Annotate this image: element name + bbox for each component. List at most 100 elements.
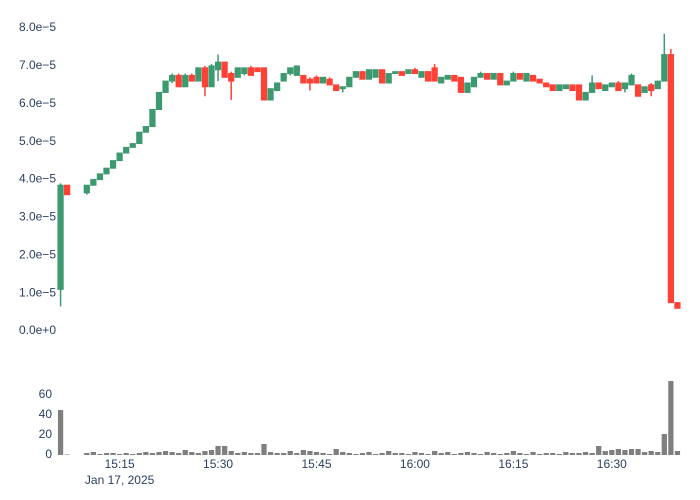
candle-body bbox=[326, 78, 333, 86]
candle-body bbox=[543, 82, 550, 88]
candle-body bbox=[109, 160, 117, 169]
candle-body bbox=[503, 80, 510, 86]
volume-bar bbox=[661, 434, 667, 455]
y-tick-label: 60 bbox=[39, 387, 53, 401]
candle-body bbox=[188, 74, 195, 82]
volume-bar bbox=[182, 450, 188, 455]
volume-bar bbox=[412, 452, 418, 455]
candle-body bbox=[589, 82, 596, 93]
volume-bar bbox=[504, 453, 510, 455]
candle-body bbox=[372, 69, 379, 78]
volume-bar bbox=[655, 452, 661, 455]
candle-body bbox=[142, 126, 149, 133]
candle-body bbox=[162, 80, 169, 93]
volume-bar bbox=[602, 451, 608, 455]
volume-bar bbox=[510, 451, 516, 455]
candle-body bbox=[313, 76, 320, 84]
candle-body bbox=[405, 69, 412, 75]
volume-bar bbox=[281, 453, 287, 455]
volume-bar bbox=[215, 446, 221, 455]
x-tick-label: 15:30 bbox=[203, 457, 233, 471]
candle-body bbox=[221, 61, 228, 78]
candle-body bbox=[254, 67, 261, 73]
candle-body bbox=[392, 71, 399, 75]
candle-body bbox=[464, 82, 471, 93]
volume-bar bbox=[432, 451, 438, 455]
candle-body bbox=[208, 65, 215, 88]
candle-body bbox=[64, 184, 71, 196]
candle-body bbox=[418, 71, 425, 78]
candle-body bbox=[365, 69, 373, 80]
volume-bar bbox=[543, 453, 549, 455]
candle-body bbox=[562, 84, 569, 90]
y-tick-label: 0.0e+0 bbox=[19, 323, 56, 337]
candle-body bbox=[182, 74, 189, 88]
volume-bar bbox=[90, 452, 96, 455]
candle-body bbox=[274, 82, 281, 92]
volume-bar bbox=[563, 452, 569, 455]
candle-body bbox=[398, 71, 405, 76]
candle-body bbox=[175, 74, 182, 88]
volume-bar bbox=[333, 449, 339, 455]
volume-bar bbox=[569, 453, 576, 455]
candle-body bbox=[549, 84, 556, 92]
volume-bar bbox=[353, 454, 359, 455]
volume-bar bbox=[110, 453, 116, 455]
volume-bar bbox=[307, 451, 313, 455]
x-tick-label: 16:00 bbox=[400, 457, 430, 471]
y-tick-label: 0 bbox=[45, 447, 52, 461]
candle-body bbox=[516, 73, 524, 80]
candle-body bbox=[57, 184, 64, 290]
candle-body bbox=[497, 73, 504, 86]
candle-body bbox=[529, 74, 537, 82]
y-tick-label: 6.0e−5 bbox=[19, 96, 56, 110]
volume-bar bbox=[320, 453, 326, 455]
candle-body bbox=[90, 179, 97, 186]
volume-bar bbox=[366, 452, 372, 455]
candle-body bbox=[346, 76, 353, 88]
candle-body bbox=[510, 73, 517, 82]
candle-body bbox=[444, 74, 451, 80]
candle-body bbox=[490, 73, 497, 80]
volume-bar bbox=[425, 454, 431, 455]
y-tick-label: 3.0e−5 bbox=[19, 210, 56, 224]
volume-bar bbox=[635, 449, 641, 455]
candle-body bbox=[83, 184, 90, 194]
candle-body bbox=[602, 84, 609, 92]
candle-body bbox=[293, 65, 300, 76]
candle-body bbox=[280, 73, 287, 82]
volume-bar bbox=[267, 452, 274, 455]
candle-body bbox=[661, 54, 668, 82]
volume-bar bbox=[156, 452, 162, 455]
volume-bar bbox=[615, 449, 621, 455]
candle-body bbox=[615, 82, 622, 92]
volume-bar bbox=[64, 454, 70, 455]
volume-bar bbox=[523, 454, 530, 455]
volume-bar bbox=[609, 450, 615, 455]
volume-bar bbox=[176, 453, 182, 455]
volume-bar bbox=[405, 454, 411, 455]
volume-bar bbox=[464, 452, 471, 455]
volume-bar bbox=[484, 452, 490, 455]
volume-bar bbox=[530, 452, 536, 455]
volume-bar bbox=[340, 452, 346, 455]
candle-body bbox=[595, 82, 602, 90]
candle-body bbox=[116, 152, 123, 162]
candle-body bbox=[654, 80, 661, 90]
volume-bar bbox=[117, 454, 123, 455]
volume-bar bbox=[313, 452, 320, 455]
volume-bar bbox=[228, 451, 234, 455]
candle-body bbox=[470, 76, 478, 88]
candle-body bbox=[424, 71, 432, 82]
volume-bar bbox=[241, 452, 247, 455]
volume-bar bbox=[556, 454, 562, 455]
volume-bar bbox=[596, 446, 602, 455]
y-tick-label: 8.0e−5 bbox=[19, 20, 56, 34]
candle-body bbox=[260, 67, 268, 101]
x-tick-label: 15:15 bbox=[105, 457, 135, 471]
candle-body bbox=[241, 67, 248, 75]
volume-bar bbox=[143, 452, 149, 455]
candle-body bbox=[608, 82, 615, 88]
volume-bar bbox=[622, 450, 628, 455]
volume-bar bbox=[359, 453, 366, 455]
